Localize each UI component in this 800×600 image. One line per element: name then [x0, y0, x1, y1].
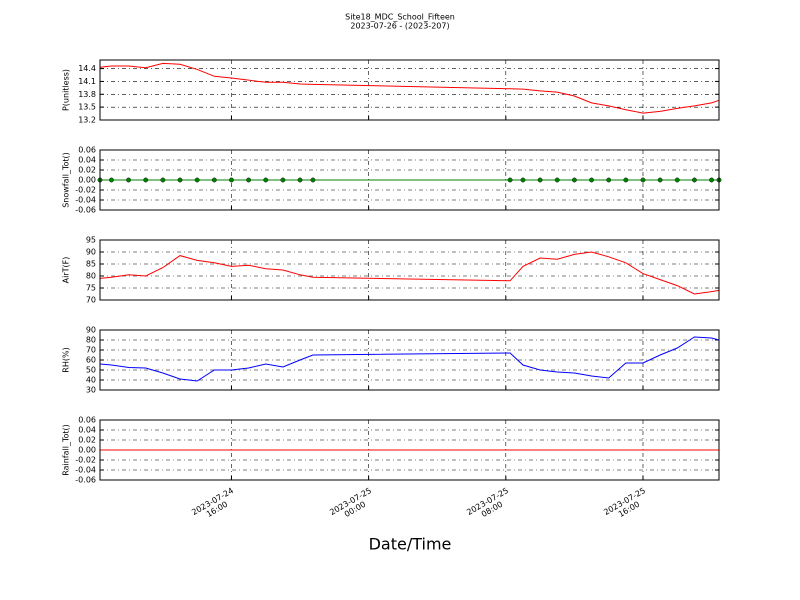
y-tick-label: -0.06 — [75, 476, 96, 485]
y-tick-label: 14.1 — [78, 77, 96, 86]
data-point — [571, 177, 577, 183]
y-tick-label: 90 — [86, 248, 96, 257]
y-tick-label: 0.06 — [78, 146, 96, 155]
data-point — [589, 177, 594, 183]
data-point — [211, 177, 217, 183]
axes-frame — [99, 149, 720, 211]
data-line — [99, 62, 720, 114]
data-point — [109, 177, 114, 183]
data-point — [263, 177, 269, 183]
data-point — [520, 177, 526, 183]
y-axis-label: P(unitless) — [62, 69, 71, 111]
y-tick-label: 95 — [86, 236, 96, 245]
y-tick-label: 0.00 — [78, 446, 96, 455]
y-axis-label: AirT(F) — [62, 257, 71, 284]
y-tick-label: 0.02 — [78, 166, 96, 175]
data-point — [143, 177, 149, 183]
y-tick-label: 85 — [86, 260, 96, 269]
y-tick-label: -0.04 — [75, 196, 96, 205]
y-axis-label: Rainfall_Tot() — [62, 424, 71, 476]
data-point — [310, 177, 316, 183]
y-tick-label: -0.04 — [75, 466, 96, 475]
axes-frame — [99, 419, 720, 481]
data-line — [99, 336, 720, 382]
axes-frame — [99, 59, 720, 121]
y-tick-label: 60 — [86, 356, 96, 365]
y-tick-label: 0.04 — [78, 426, 96, 435]
y-tick-label: 40 — [86, 376, 96, 385]
chart-title: Site18_MDC_School_Fifteen — [345, 13, 455, 22]
y-tick-label: -0.02 — [75, 186, 96, 195]
data-point — [126, 177, 131, 183]
y-tick-label: 50 — [86, 366, 96, 375]
data-point — [657, 177, 663, 183]
y-axis-label: RH(%) — [62, 347, 71, 372]
data-point — [640, 177, 646, 183]
y-tick-label: 80 — [86, 336, 96, 345]
data-point — [280, 177, 286, 183]
axes-frame — [99, 239, 720, 301]
data-point — [507, 177, 513, 183]
y-tick-label: 13.2 — [78, 116, 96, 125]
data-point — [674, 177, 680, 183]
y-tick-label: 0.06 — [78, 416, 96, 425]
y-tick-label: 75 — [86, 284, 96, 293]
data-line — [99, 251, 720, 295]
y-tick-label: 30 — [86, 386, 96, 395]
data-point — [297, 177, 303, 183]
y-tick-label: 90 — [86, 326, 96, 335]
y-tick-label: 13.5 — [78, 103, 96, 112]
data-point — [246, 177, 252, 183]
data-point — [229, 177, 234, 183]
y-tick-label: 80 — [86, 272, 96, 281]
y-axis-label: Snowfall_Tot() — [62, 152, 71, 208]
data-point — [194, 177, 200, 183]
y-tick-label: 13.8 — [78, 90, 96, 99]
data-point — [160, 177, 166, 183]
data-point — [606, 177, 612, 183]
data-point — [623, 177, 629, 183]
y-tick-label: 70 — [86, 346, 96, 355]
y-tick-label: -0.02 — [75, 456, 96, 465]
data-point — [709, 177, 714, 183]
axes-frame — [99, 329, 720, 391]
data-point — [177, 177, 183, 183]
x-axis-label: Date/Time — [369, 535, 452, 554]
data-point — [692, 177, 697, 183]
y-tick-label: 0.00 — [78, 176, 96, 185]
chart-subtitle: 2023-07-26 - (2023-207) — [350, 22, 449, 31]
y-tick-label: 0.02 — [78, 436, 96, 445]
y-tick-label: -0.06 — [75, 206, 96, 215]
data-point — [554, 177, 560, 183]
y-tick-label: 70 — [86, 296, 96, 305]
y-tick-label: 0.04 — [78, 156, 96, 165]
data-point — [537, 177, 543, 183]
y-tick-label: 14.4 — [78, 64, 96, 73]
